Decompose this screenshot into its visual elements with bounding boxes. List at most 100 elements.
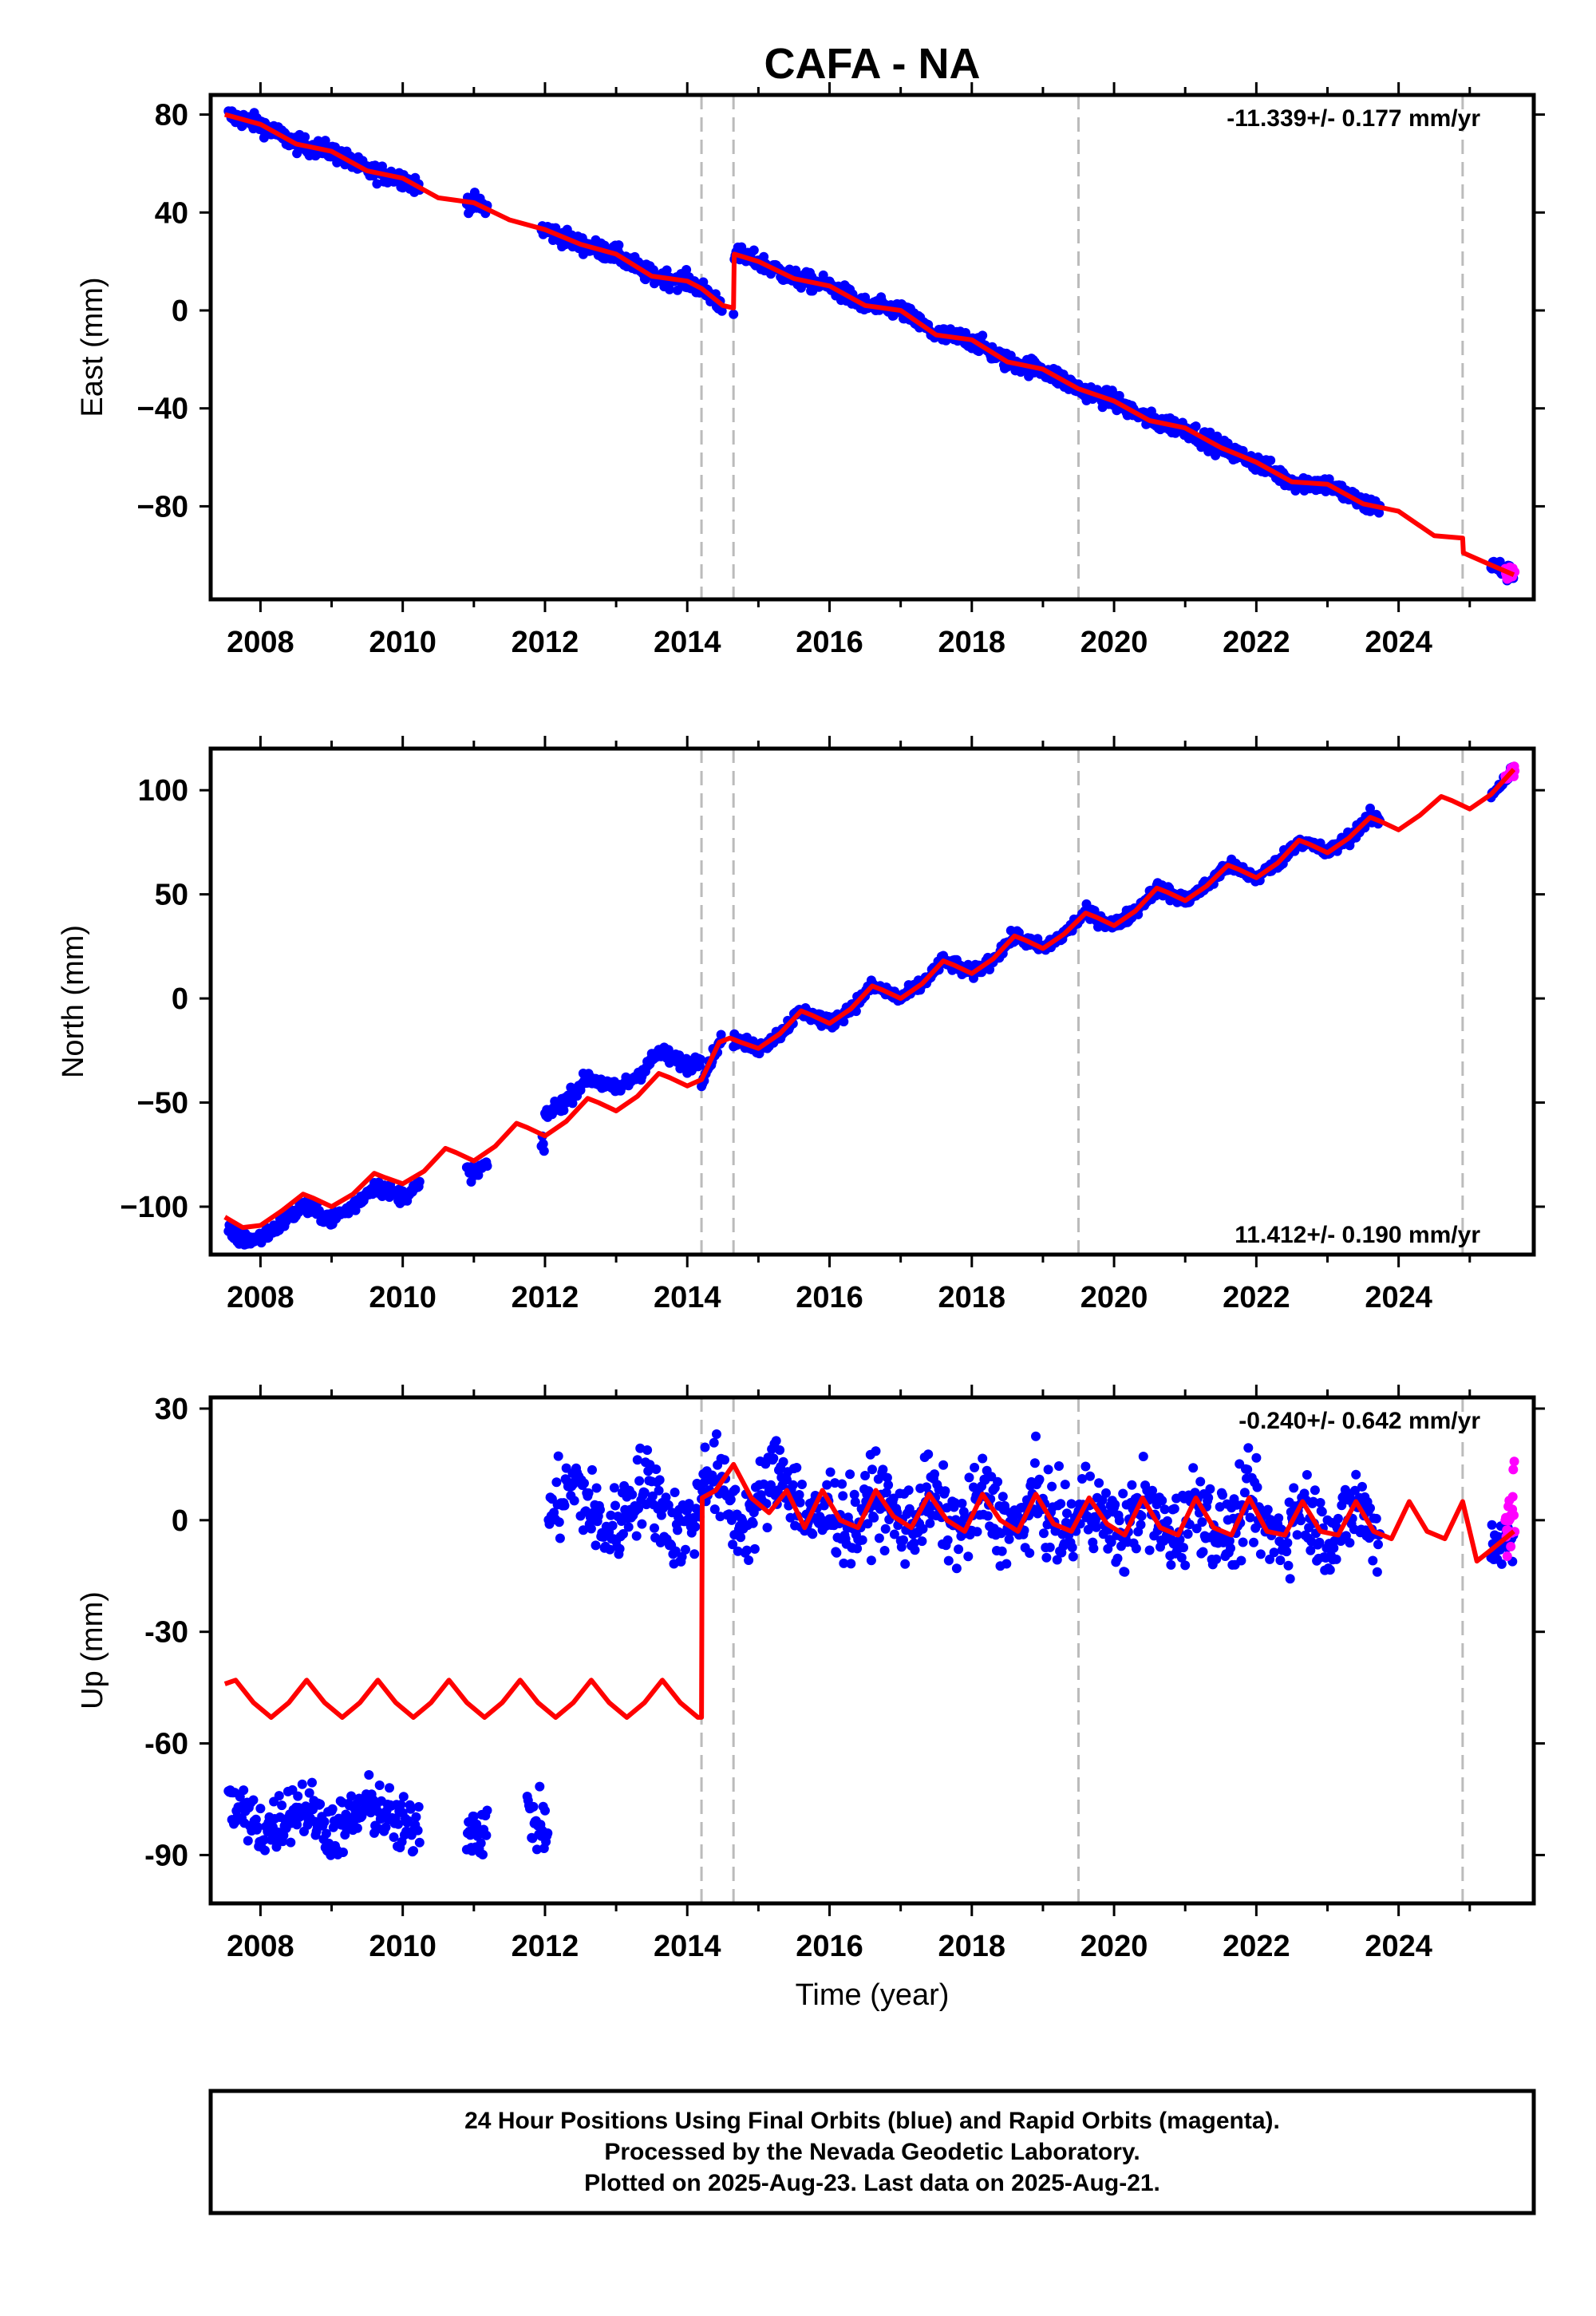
up-data-point [1296, 1516, 1306, 1526]
up-x-tick-label: 2014 [654, 1930, 721, 1963]
east-y-tick-label: 40 [155, 196, 188, 230]
up-data-point [1136, 1511, 1147, 1521]
up-data-point [1052, 1555, 1062, 1565]
up-data-point [634, 1476, 645, 1486]
up-data-point [993, 1476, 1003, 1487]
up-data-point [385, 1783, 394, 1793]
north-x-tick-label: 2020 [1080, 1281, 1148, 1314]
up-data-point [338, 1848, 348, 1857]
east-data-point [614, 240, 624, 251]
footer-box: 24 Hour Positions Using Final Orbits (bl… [208, 2089, 1536, 2215]
east-x-tick-label: 2016 [796, 626, 863, 659]
up-data-point [1131, 1543, 1141, 1554]
up-data-point [531, 1844, 542, 1855]
north-data-point [414, 1176, 425, 1187]
up-data-point [1034, 1474, 1045, 1484]
up-data-point [586, 1524, 596, 1534]
north-y-tick-label: 100 [138, 774, 188, 808]
up-data-point [1371, 1513, 1381, 1524]
up-data-point [654, 1475, 665, 1485]
up-data-point [1101, 1488, 1111, 1498]
up-data-point [1282, 1547, 1292, 1557]
up-data-point [837, 1479, 847, 1489]
east-data-point [729, 309, 739, 319]
up-data-point [1243, 1443, 1254, 1453]
up-data-point [881, 1488, 891, 1498]
up-x-tick-label: 2010 [369, 1930, 437, 1963]
east-panel: 80 40 0 −40 −80 2008 2010 2012 2014 2016 2018 2020 2… [76, 82, 1545, 659]
north-x-tick-label: 2022 [1223, 1281, 1290, 1314]
up-data-point [472, 1819, 482, 1829]
up-data-point [860, 1471, 871, 1480]
up-data-point [393, 1819, 404, 1829]
up-data-point [1251, 1452, 1262, 1463]
up-data-point [869, 1512, 879, 1523]
up-x-tick-label: 2012 [512, 1930, 579, 1963]
figure-title: CAFA - NA [764, 40, 981, 88]
east-data-point [1266, 455, 1276, 465]
up-data-point [978, 1453, 988, 1464]
up-data-point [1292, 1530, 1302, 1540]
up-data-point [733, 1546, 743, 1556]
up-data-point [663, 1500, 674, 1510]
east-rate-label: -11.339+/- 0.177 mm/yr [1227, 105, 1480, 132]
up-x-tick-label: 2020 [1080, 1930, 1148, 1963]
up-data-point [609, 1483, 619, 1493]
up-data-point [670, 1546, 681, 1556]
east-x-tick-label: 2014 [654, 626, 721, 659]
north-plot-frame [208, 746, 1536, 1257]
up-data-point [808, 1529, 818, 1539]
up-data-point [554, 1517, 564, 1528]
up-data-point [618, 1529, 628, 1539]
up-axis-ticks: 30 0 -30 -60 -90 2008 2010 2012 2014 2016 2018 2020… [144, 1385, 1545, 1963]
up-data-point [1144, 1545, 1155, 1555]
up-data-point [832, 1547, 842, 1558]
up-data-point [871, 1446, 881, 1456]
up-data-point [689, 1549, 700, 1559]
up-data-point [476, 1838, 486, 1848]
up-data-point [1357, 1481, 1367, 1492]
east-x-tick-label: 2008 [227, 626, 294, 659]
up-y-tick-label: -60 [144, 1728, 188, 1761]
up-data-point [1315, 1498, 1325, 1508]
up-data-point [1110, 1500, 1120, 1510]
up-data-point [1088, 1543, 1099, 1554]
up-data-point [970, 1462, 980, 1472]
up-data-point [1056, 1499, 1066, 1509]
up-data-point [954, 1544, 964, 1555]
up-data-point [1351, 1469, 1361, 1480]
up-data-point [1067, 1543, 1077, 1552]
up-data-point [583, 1488, 594, 1498]
up-data-point [1029, 1458, 1040, 1468]
up-data-point [389, 1832, 399, 1842]
up-data-point [1118, 1488, 1128, 1499]
up-data-point [863, 1486, 874, 1496]
up-data-point [883, 1480, 894, 1490]
north-data-point [1033, 934, 1043, 944]
up-data-point [1120, 1567, 1130, 1577]
up-data-point [1180, 1560, 1191, 1571]
up-data-point [307, 1777, 317, 1788]
up-data-point [414, 1837, 425, 1848]
north-x-tick-label: 2018 [938, 1281, 1006, 1314]
east-series-final [223, 106, 1519, 586]
east-axis-ticks: 80 40 0 −40 −80 2008 2010 2012 2014 2016 2018 2020 2… [137, 82, 1545, 659]
up-data-point [1054, 1461, 1064, 1471]
up-data-point [1282, 1538, 1293, 1548]
up-data-point [413, 1802, 424, 1812]
up-data-point [1507, 1492, 1518, 1502]
east-x-tick-label: 2024 [1365, 626, 1432, 659]
up-data-point [1245, 1512, 1255, 1523]
up-data-point [1289, 1483, 1299, 1493]
up-data-point [957, 1498, 967, 1508]
up-data-point [1496, 1559, 1507, 1569]
up-data-point [1077, 1474, 1087, 1484]
up-data-point [866, 1555, 876, 1566]
up-x-tick-label: 2008 [227, 1930, 294, 1963]
up-data-point [882, 1472, 892, 1483]
up-data-point [775, 1445, 785, 1455]
up-data-point [1197, 1517, 1207, 1528]
north-data-point [538, 1139, 548, 1149]
up-data-point [759, 1479, 769, 1489]
up-data-point [591, 1540, 601, 1551]
